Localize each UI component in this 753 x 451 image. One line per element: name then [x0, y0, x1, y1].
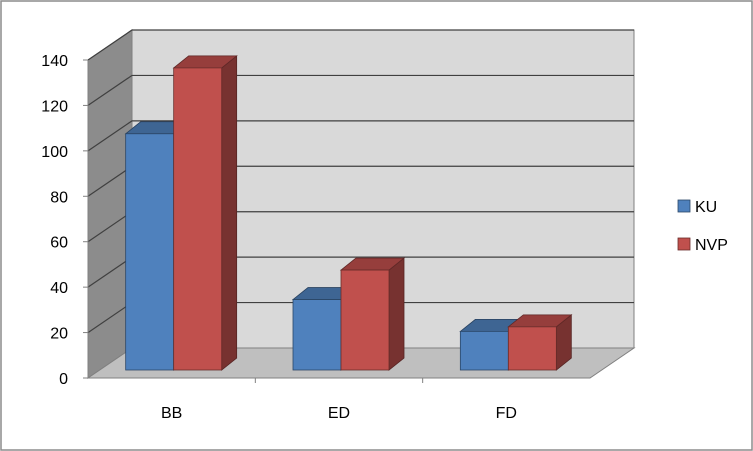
y-tick-label: 0	[59, 371, 68, 388]
bar-front	[459, 330, 509, 371]
x-tick-label: FD	[496, 405, 517, 422]
bar-nvp-ed	[339, 257, 406, 371]
y-tick-label: 100	[41, 144, 68, 161]
gridline	[87, 120, 634, 152]
x-tick-label: BB	[161, 405, 182, 422]
bar-front	[340, 269, 390, 371]
legend-item-ku: KU	[677, 199, 717, 216]
bar-front	[173, 67, 223, 371]
y-tick-label: 40	[50, 280, 68, 297]
legend-item-nvp: NVP	[677, 237, 728, 254]
bar-side	[388, 257, 405, 371]
labels-group: 0 20 40 60 80 100 120 140 BB ED FD	[41, 53, 517, 422]
y-tick-label: 60	[50, 235, 68, 252]
bar-nvp-fd	[507, 314, 573, 371]
bar-front	[507, 326, 557, 371]
gridline	[87, 74, 634, 106]
bar-front	[292, 299, 342, 371]
legend-swatch	[677, 199, 691, 213]
legend: KU NVP	[677, 199, 728, 254]
x-tick-label: ED	[328, 405, 350, 422]
y-tick-label: 120	[41, 98, 68, 115]
y-tick-label: 140	[41, 53, 68, 70]
y-tick-label: 80	[50, 189, 68, 206]
legend-label: KU	[695, 199, 717, 216]
bar-front	[125, 133, 175, 371]
bar-side	[221, 55, 238, 371]
gridline	[87, 29, 634, 61]
legend-swatch	[677, 237, 691, 251]
legend-label: NVP	[695, 237, 728, 254]
y-tick-label: 20	[50, 326, 68, 343]
bar-nvp-bb	[172, 55, 238, 371]
bars-group	[124, 55, 573, 371]
